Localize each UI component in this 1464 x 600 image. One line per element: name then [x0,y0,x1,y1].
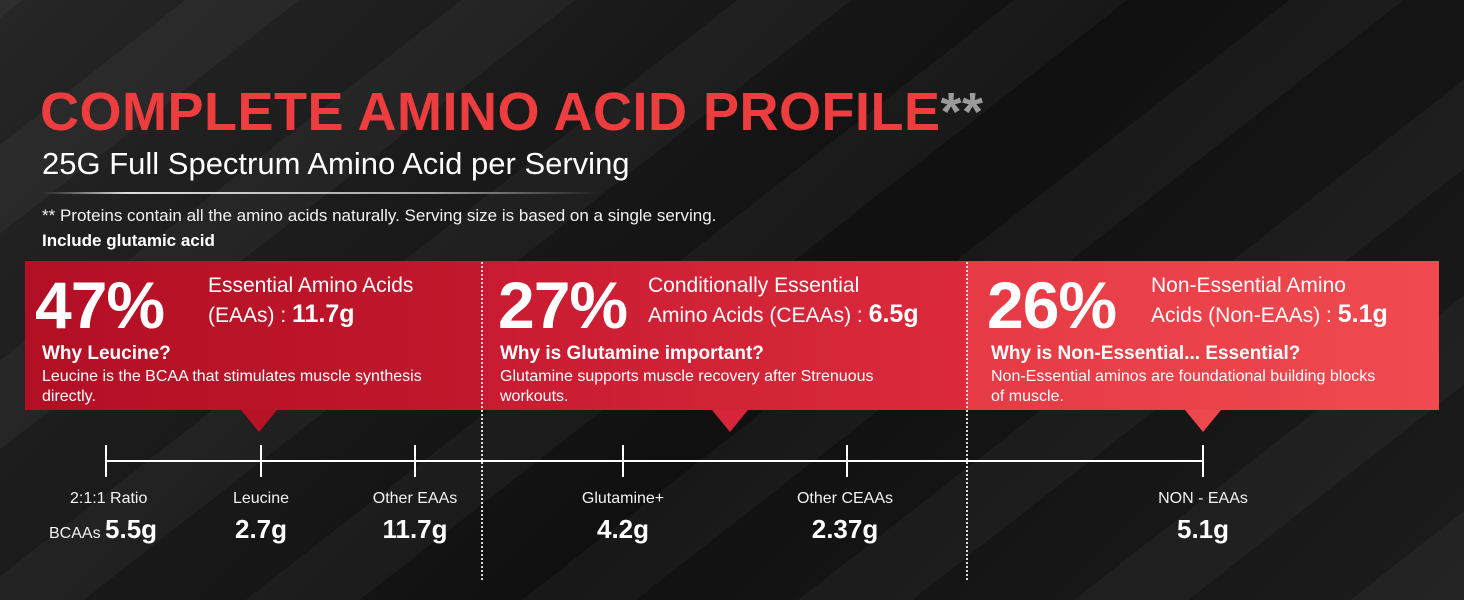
title-asterisks: ** [940,82,984,142]
ceaa-panel: 27% Conditionally Essential Amino Acids … [482,261,967,432]
non-eaa-description: Non-Essential aminos are foundational bu… [991,368,1376,405]
ceaa-pointer [712,410,748,432]
ceaa-category-line1: Conditionally Essential [648,274,860,297]
non-eaa-category: Non-Essential Amino Acids (Non-EAAs) : 5… [1151,271,1388,330]
ceaa-percent: 27% [498,268,628,342]
timeline-tick [260,445,262,477]
glutamine-value: 4.2g [596,514,650,544]
non-eaa-percent: 26% [987,268,1117,342]
non-eaa-panel: 26% Non-Essential Amino Acids (Non-EAAs)… [967,261,1439,432]
eaa-why-heading: Why Leucine? [42,343,171,364]
footnote-bold: Include glutamic acid [42,231,215,250]
eaa-amount: 11.7g [292,300,355,328]
page-title: COMPLETE AMINO ACID PROFILE** [40,82,984,142]
non-eaa-amount: 5.1g [1337,300,1388,328]
non-eaa-why-heading: Why is Non-Essential... Essential? [991,343,1301,364]
non-eaa-category-line2: Acids (Non-EAAs) : [1151,304,1338,327]
other-ceaas-label: Other CEAAs [796,490,894,507]
bcaa-ratio-label: 2:1:1 Ratio [70,490,148,507]
glutamine-label: Glutamine+ [581,490,665,507]
ceaa-why-heading: Why is Glutamine important? [500,343,764,364]
other-eaas-value: 11.7g [382,514,448,544]
non-eaas-value: 5.1g [1176,514,1230,544]
timeline-tick [622,445,624,477]
ceaa-description: Glutamine supports muscle recovery after… [500,368,874,405]
bcaa-value: 5.5g [105,514,158,544]
timeline-tick [414,445,416,477]
eaa-panel: 47% Essential Amino Acids (EAAs) : 11.7g… [25,261,482,432]
leucine-value: 2.7g [234,514,288,544]
leucine-label: Leucine [232,490,290,507]
ceaa-category-line2: Amino Acids (CEAAs) : [648,304,869,327]
title-text: COMPLETE AMINO ACID PROFILE [40,82,941,142]
bcaa-value-row: BCAAs 5.5g [49,514,157,545]
timeline-tick [846,445,848,477]
non-eaa-pointer [1185,410,1221,432]
ceaa-category: Conditionally Essential Amino Acids (CEA… [648,271,919,330]
eaa-category: Essential Amino Acids (EAAs) : 11.7g [208,271,413,330]
eaa-description: Leucine is the BCAA that stimulates musc… [42,368,422,405]
non-eaas-label: NON - EAAs [1158,490,1248,507]
eaa-percent: 47% [35,268,165,342]
footnote: ** Proteins contain all the amino acids … [42,206,717,225]
page-subtitle: 25G Full Spectrum Amino Acid per Serving [42,146,630,181]
subtitle-underline [42,192,602,194]
timeline-axis [106,460,1203,462]
bcaa-prefix: BCAAs [49,525,106,542]
timeline-tick [1202,445,1204,477]
timeline-tick [105,445,107,477]
divider-1 [481,262,483,580]
eaa-pointer [241,410,277,432]
divider-2 [966,262,968,580]
other-eaas-label: Other EAAs [372,490,458,507]
other-ceaas-value: 2.37g [811,514,879,544]
non-eaa-category-line1: Non-Essential Amino [1151,274,1346,297]
ceaa-amount: 6.5g [868,300,919,328]
eaa-category-line1: Essential Amino Acids [208,274,414,297]
eaa-category-line2: (EAAs) : [208,304,293,327]
